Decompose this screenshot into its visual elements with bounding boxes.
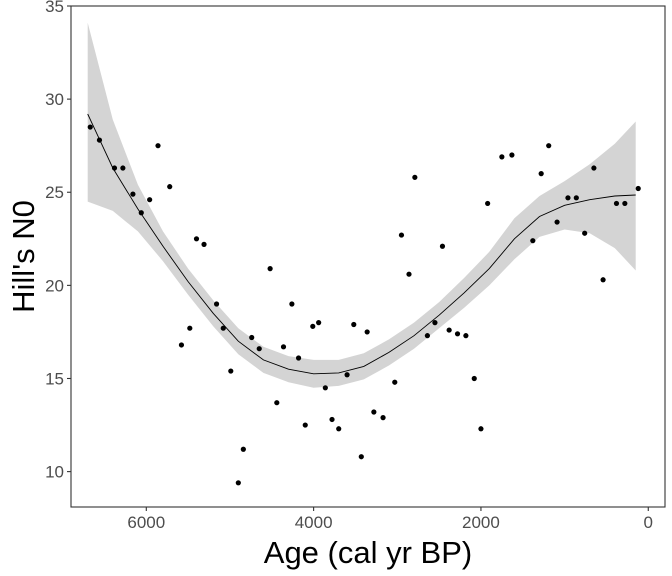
data-point [178, 342, 185, 348]
data-point [310, 323, 316, 329]
data-point [322, 385, 328, 391]
data-point [358, 454, 364, 460]
data-point [193, 236, 200, 242]
x-axis: 6000 4000 2000 0 [127, 507, 653, 532]
data-point [463, 333, 469, 339]
x-tick-label: 4000 [295, 513, 333, 532]
data-point [392, 379, 398, 385]
y-tick-label: 20 [45, 276, 64, 295]
data-point [432, 320, 438, 326]
data-point [380, 415, 386, 421]
y-tick-label: 25 [45, 183, 64, 202]
data-point [446, 327, 452, 333]
data-point [565, 195, 571, 201]
data-point [398, 232, 405, 238]
data-point [336, 426, 342, 432]
y-tick-label: 15 [45, 369, 64, 388]
data-point [249, 334, 255, 341]
data-point [274, 400, 280, 406]
y-tick-label: 10 [45, 463, 64, 482]
plot-panel [70, 5, 666, 508]
data-point [509, 152, 515, 158]
y-axis-title: Hill's N0 [6, 200, 41, 313]
data-point [120, 165, 126, 171]
data-point [344, 372, 350, 378]
smooth-fit-line [87, 113, 636, 375]
y-tick-label: 35 [45, 0, 64, 16]
data-point [302, 422, 308, 428]
data-point [424, 333, 430, 339]
data-point [155, 143, 161, 149]
data-point [554, 219, 560, 225]
y-axis: 10 15 20 25 30 35 [45, 0, 71, 482]
data-point [406, 271, 412, 277]
data-point [485, 200, 491, 207]
data-point [228, 368, 234, 374]
data-point [220, 325, 226, 331]
data-point [546, 143, 552, 149]
data-point [439, 243, 446, 249]
data-point [256, 346, 262, 352]
y-tick-label: 30 [45, 90, 64, 109]
data-point [267, 266, 273, 272]
data-point [111, 165, 118, 171]
data-point [364, 329, 370, 335]
data-point [573, 195, 579, 201]
confidence-band [87, 22, 636, 388]
data-point [138, 210, 144, 216]
data-point [499, 154, 505, 160]
data-point [371, 409, 377, 415]
data-point [478, 426, 484, 432]
x-tick-label: 2000 [462, 513, 500, 532]
data-point [351, 321, 357, 328]
data-point [600, 277, 606, 283]
data-point [167, 184, 173, 190]
data-point [96, 137, 103, 143]
data-point [130, 191, 136, 197]
data-point [538, 171, 544, 177]
data-point [622, 200, 628, 207]
data-point [235, 480, 241, 486]
data-point [316, 320, 322, 326]
x-tick-label: 6000 [127, 513, 165, 532]
data-point [329, 416, 335, 423]
x-tick-label: 0 [644, 513, 653, 532]
data-point [582, 230, 588, 236]
data-point [147, 197, 153, 203]
data-point [201, 241, 207, 247]
data-point [187, 325, 193, 331]
x-axis-title: Age (cal yr BP) [264, 535, 472, 570]
data-point [530, 238, 536, 244]
data-point [454, 331, 461, 337]
data-point [471, 375, 477, 382]
data-point [240, 446, 246, 452]
data-point [635, 185, 641, 192]
data-point [280, 344, 287, 350]
panel-border [70, 5, 666, 508]
data-point [591, 165, 597, 171]
data-point [87, 124, 93, 130]
data-point [613, 200, 620, 207]
data-point [295, 355, 302, 361]
data-point [289, 301, 295, 307]
data-point [412, 174, 418, 180]
data-point [213, 301, 220, 307]
data-points [87, 124, 641, 486]
